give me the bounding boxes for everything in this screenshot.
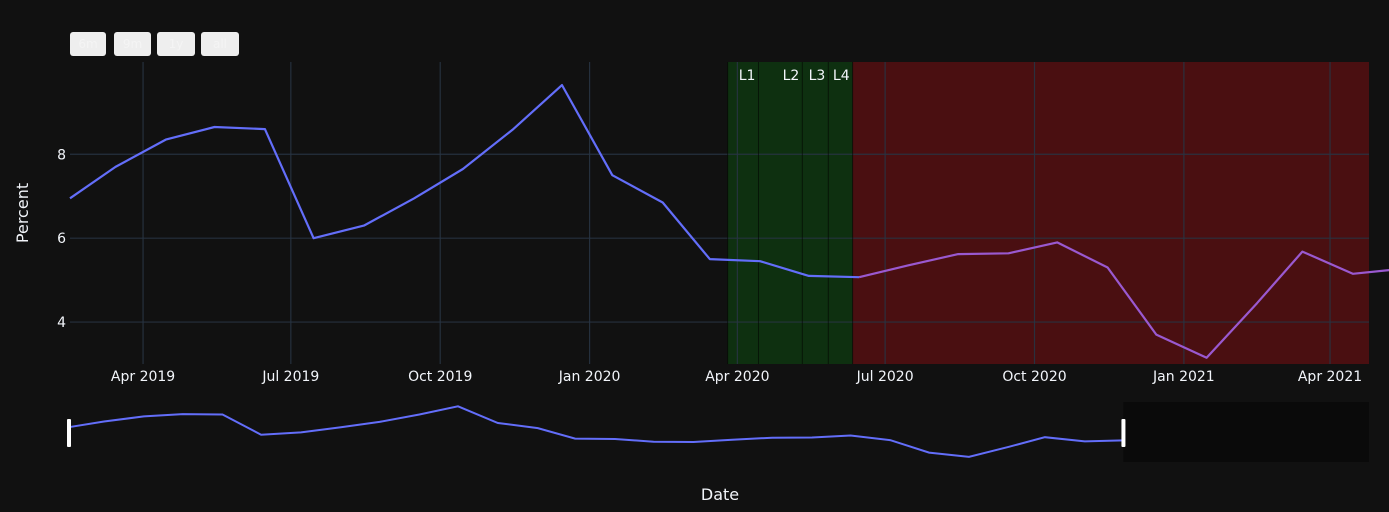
series-layer — [69, 83, 1389, 359]
series-line-1 — [69, 83, 860, 279]
x-tick-label: Oct 2020 — [1002, 369, 1066, 385]
shaded-band-2 — [852, 62, 1369, 364]
range-button-9m[interactable]: 9m — [114, 32, 151, 56]
x-tick-label: Jul 2020 — [856, 369, 914, 385]
range-slider[interactable] — [67, 402, 1369, 462]
x-tick-label: Jan 2020 — [558, 369, 621, 385]
x-tick-label: Apr 2021 — [1298, 369, 1362, 385]
bands-layer — [727, 62, 1369, 364]
band-label-l2: L2 — [783, 68, 800, 84]
grid-layer — [70, 62, 1369, 364]
band-label-l1: L1 — [739, 68, 756, 84]
series-line-2 — [858, 241, 1389, 359]
band-lines-layer — [727, 62, 854, 364]
range-button-6m[interactable]: 6m — [70, 32, 106, 56]
range-slider-mask — [1123, 402, 1369, 462]
range-slider-line — [67, 405, 1124, 458]
x-tick-label: Apr 2019 — [111, 369, 175, 385]
range-button-1y[interactable]: 1y — [157, 32, 195, 56]
x-tick-label: Jan 2021 — [1152, 369, 1215, 385]
x-tick-label: Oct 2019 — [408, 369, 472, 385]
range-button-all[interactable]: all — [201, 32, 239, 56]
range-slider-handle-left[interactable] — [67, 419, 71, 447]
band-label-l4: L4 — [833, 68, 850, 84]
shaded-band-1 — [727, 62, 853, 364]
x-axis-title: Date — [701, 485, 739, 504]
range-slider-handle-right[interactable] — [1121, 419, 1126, 447]
x-tick-label: Apr 2020 — [705, 369, 769, 385]
band-label-l3: L3 — [809, 68, 826, 84]
x-tick-label: Jul 2019 — [261, 369, 319, 385]
y-axis-title: Percent — [13, 183, 32, 243]
labels-layer: 4 6 8 Apr 2019 Jul 2019 Oct 2019 Jan 2020 Apr 2… — [57, 68, 1362, 385]
y-tick-label: 8 — [57, 147, 66, 163]
y-tick-label: 6 — [57, 231, 66, 247]
y-tick-label: 4 — [57, 315, 66, 331]
